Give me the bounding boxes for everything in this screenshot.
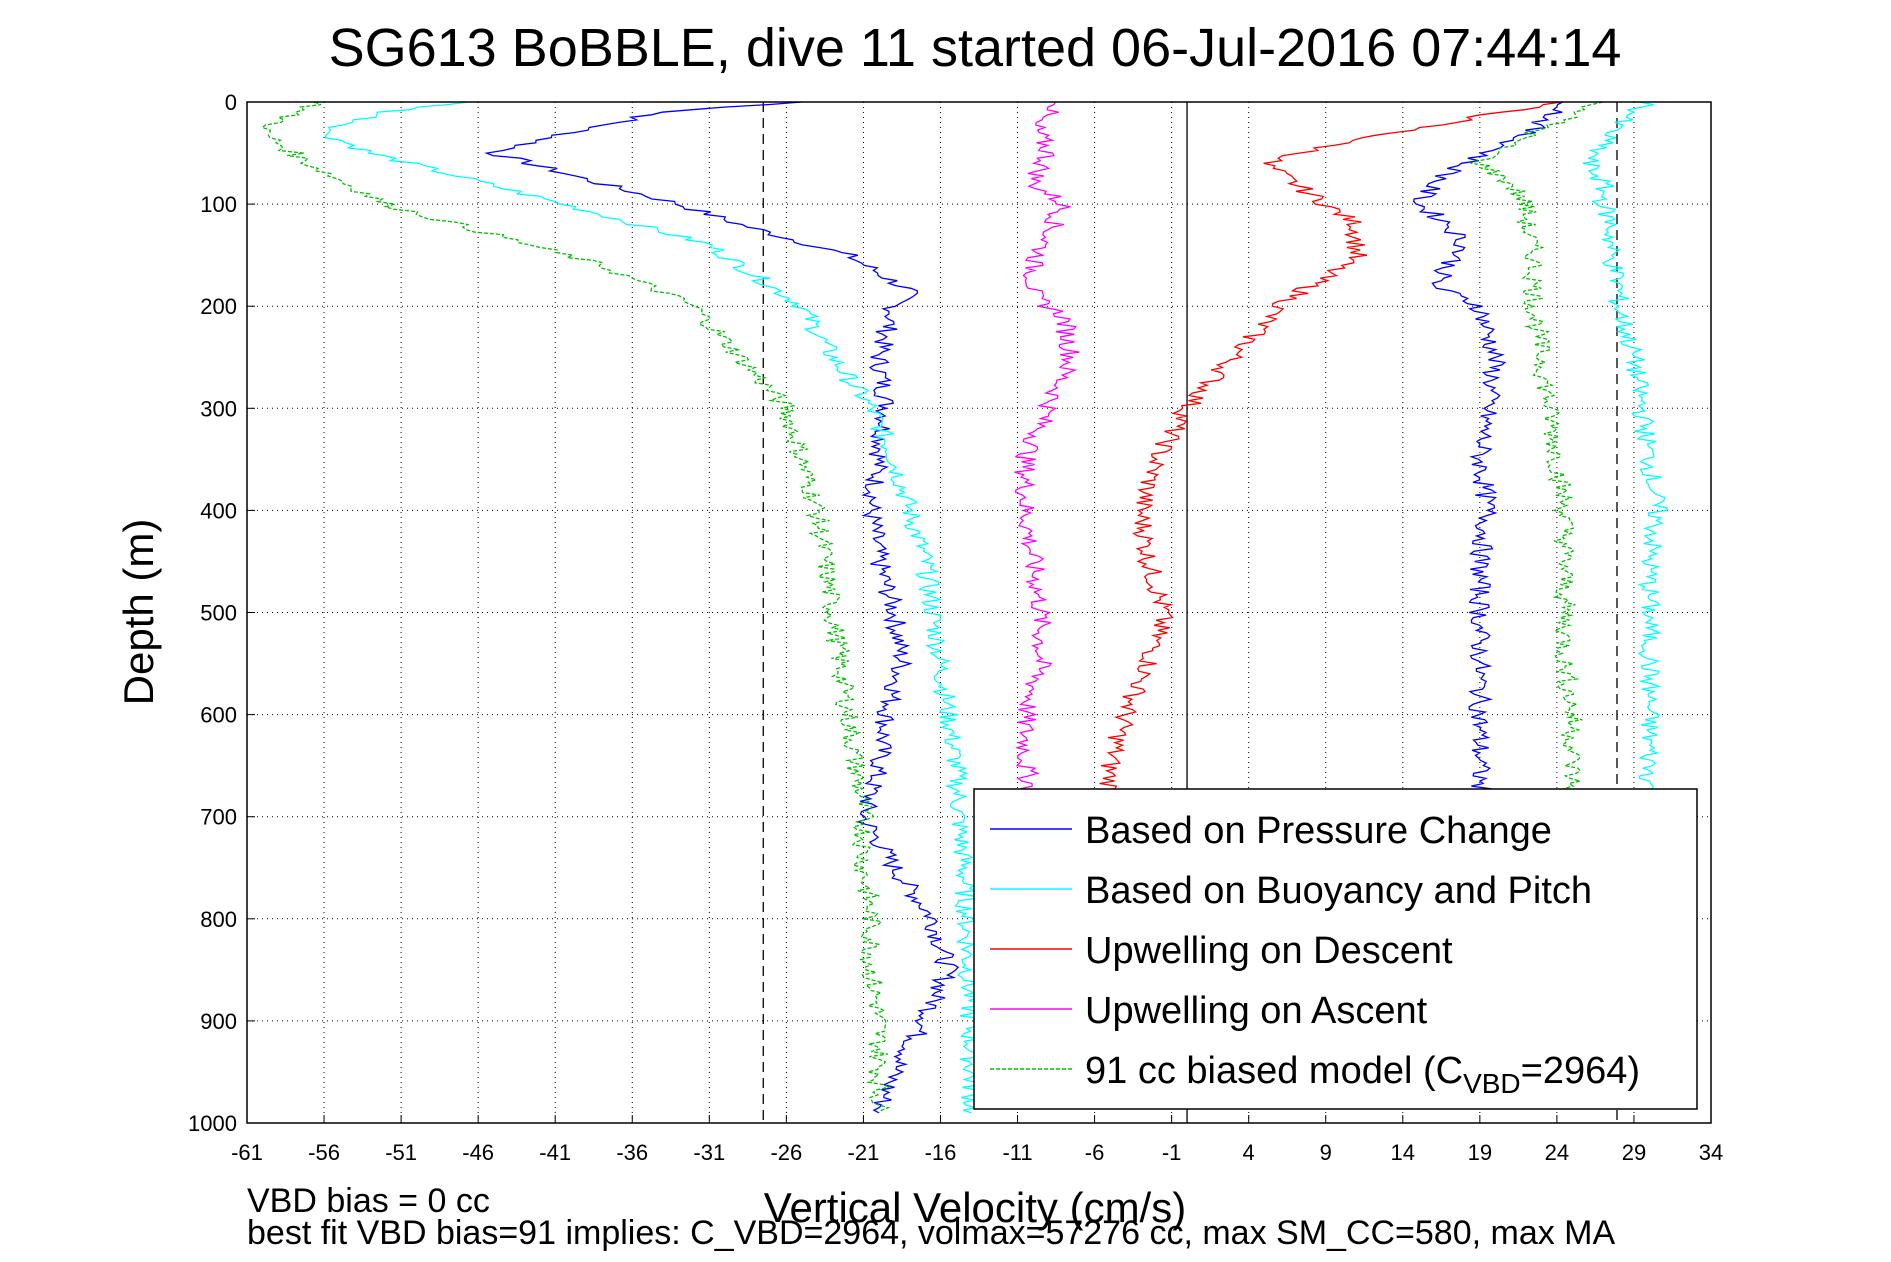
x-tick-label: 9 — [1320, 1140, 1332, 1165]
series-line — [1413, 101, 1563, 797]
x-tick-label: -1 — [1162, 1140, 1182, 1165]
y-tick-label: 900 — [200, 1009, 237, 1034]
y-tick-label: 100 — [200, 192, 237, 217]
series-line — [1582, 101, 1668, 797]
series-line — [260, 101, 891, 1114]
series-line — [1099, 101, 1563, 797]
x-tick-label: -26 — [770, 1140, 802, 1165]
x-tick-label: -6 — [1085, 1140, 1105, 1165]
series-line — [484, 101, 960, 1114]
chart-title: SG613 BoBBLE, dive 11 started 06-Jul-201… — [329, 18, 1622, 78]
series-line — [324, 101, 984, 1114]
footer-vbd-bias: VBD bias = 0 cc — [247, 1182, 490, 1220]
y-tick-label: 1000 — [188, 1111, 237, 1136]
legend-label: Upwelling on Descent — [1085, 930, 1453, 972]
series-layer — [260, 101, 1668, 1114]
x-tick-label: -31 — [693, 1140, 725, 1165]
y-tick-label: 600 — [200, 703, 237, 728]
x-tick-label: 29 — [1622, 1140, 1646, 1165]
y-tick-label: 500 — [200, 601, 237, 626]
x-tick-label: -16 — [925, 1140, 957, 1165]
x-tick-label: 34 — [1699, 1140, 1723, 1165]
legend-label: Upwelling on Ascent — [1085, 990, 1428, 1032]
legend-box — [973, 788, 1698, 1110]
x-tick-label: -41 — [539, 1140, 571, 1165]
y-tick-label: 700 — [200, 805, 237, 830]
series-line — [1014, 101, 1080, 797]
x-tick-label: -46 — [462, 1140, 494, 1165]
legend-label: Based on Buoyancy and Pitch — [1085, 870, 1592, 912]
legend-label: Based on Pressure Change — [1085, 810, 1552, 852]
x-tick-label: -56 — [308, 1140, 340, 1165]
footer-best-fit: best fit VBD bias=91 implies: C_VBD=2964… — [247, 1214, 1616, 1252]
x-tick-label: -36 — [616, 1140, 648, 1165]
y-tick-label: 0 — [225, 90, 237, 115]
series-line — [1470, 101, 1604, 797]
x-tick-label: 4 — [1243, 1140, 1255, 1165]
y-tick-label: 300 — [200, 396, 237, 421]
x-tick-label: 19 — [1468, 1140, 1492, 1165]
x-tick-label: -51 — [385, 1140, 417, 1165]
x-tick-label: -21 — [848, 1140, 880, 1165]
x-axis-label: Vertical Velocity (cm/s) — [764, 1184, 1186, 1231]
x-axis-ticks: -61 -56 -51 -46 -41 -36 -31 -26 -21 -16 -11 -6 -1 4 9 1… — [231, 1115, 1723, 1165]
x-tick-label: 14 — [1391, 1140, 1415, 1165]
x-tick-label: -11 — [1002, 1140, 1032, 1165]
y-axis-label: Depth (m) — [115, 519, 162, 706]
x-tick-label: -61 — [231, 1140, 263, 1165]
x-tick-label: 24 — [1545, 1140, 1569, 1165]
legend-label: 91 cc biased model (CVBD=2964) — [1085, 1050, 1640, 1099]
y-tick-label: 400 — [200, 498, 237, 523]
y-tick-label: 800 — [200, 907, 237, 932]
y-tick-label: 200 — [200, 294, 237, 319]
legend: Based on Pressure Change Based on Buoyanc… — [973, 788, 1698, 1110]
y-axis-ticks: 0 100 200 300 400 500 600 700 800 900 1000 — [188, 90, 255, 1136]
